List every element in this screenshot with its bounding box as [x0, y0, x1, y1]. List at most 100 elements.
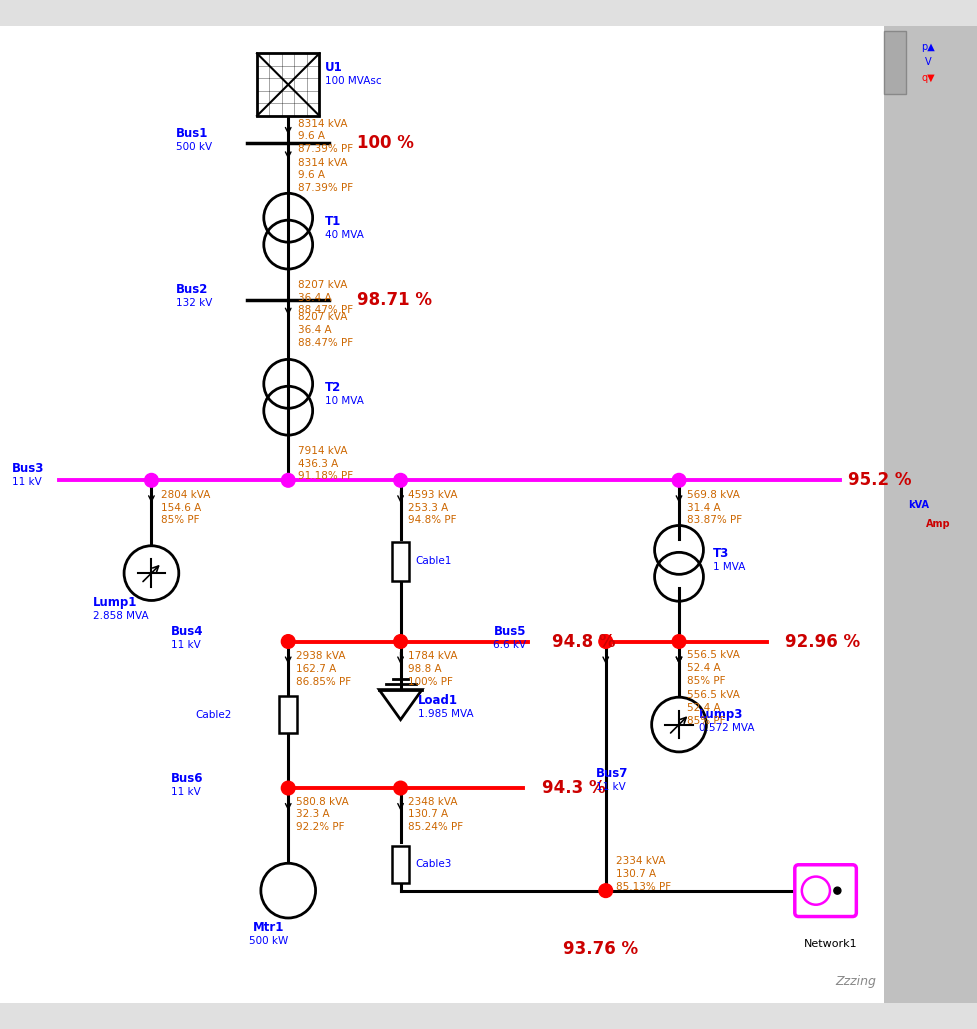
Text: 8207 kVA: 8207 kVA	[298, 312, 348, 322]
Bar	[279, 697, 297, 734]
Text: 2804 kVA: 2804 kVA	[161, 490, 211, 500]
Text: 11 kV: 11 kV	[171, 787, 200, 797]
Text: 2348 kVA: 2348 kVA	[408, 796, 458, 807]
Text: U1: U1	[325, 61, 343, 73]
Bar	[884, 31, 906, 95]
Bar	[392, 846, 409, 883]
Text: 94.8 %: 94.8 %	[552, 633, 616, 650]
Text: 100 MVAsc: 100 MVAsc	[325, 76, 382, 85]
Text: 2334 kVA: 2334 kVA	[616, 856, 665, 866]
Text: 556.5 kVA: 556.5 kVA	[687, 690, 740, 701]
Text: 130.7 A: 130.7 A	[616, 870, 656, 879]
Circle shape	[281, 473, 295, 487]
Circle shape	[652, 698, 706, 752]
Text: 87.39% PF: 87.39% PF	[298, 144, 353, 154]
Text: 1.985 MVA: 1.985 MVA	[418, 709, 474, 719]
Circle shape	[672, 473, 686, 487]
Text: 85% PF: 85% PF	[161, 516, 199, 526]
Text: Lump3: Lump3	[699, 708, 743, 721]
Circle shape	[834, 887, 841, 894]
Text: 500 kV: 500 kV	[176, 142, 212, 152]
Text: 4593 kVA: 4593 kVA	[408, 490, 458, 500]
Text: Cable2: Cable2	[195, 710, 232, 719]
Circle shape	[672, 635, 686, 648]
Bar	[884, 26, 977, 1003]
Circle shape	[599, 635, 613, 648]
Text: 436.3 A: 436.3 A	[298, 459, 338, 468]
Circle shape	[599, 884, 613, 897]
Text: 2.858 MVA: 2.858 MVA	[93, 611, 149, 622]
Text: 31.4 A: 31.4 A	[687, 502, 720, 512]
Text: Bus1: Bus1	[176, 127, 208, 140]
Text: 40 MVA: 40 MVA	[325, 230, 364, 240]
Text: T3: T3	[713, 547, 730, 560]
Text: 11 kV: 11 kV	[171, 640, 200, 650]
Text: 52.4 A: 52.4 A	[687, 663, 720, 673]
Text: 94.8% PF: 94.8% PF	[408, 516, 457, 526]
Text: Bus2: Bus2	[176, 283, 208, 296]
Text: 556.5 kVA: 556.5 kVA	[687, 650, 740, 661]
Text: 10 MVA: 10 MVA	[325, 396, 364, 406]
Text: 132 kV: 132 kV	[176, 298, 212, 309]
Text: 94.3 %: 94.3 %	[542, 779, 606, 797]
Text: Amp: Amp	[925, 520, 951, 529]
Text: Bus3: Bus3	[12, 462, 44, 475]
Text: 11 kV: 11 kV	[596, 782, 625, 792]
Text: V: V	[925, 58, 931, 67]
Text: 162.7 A: 162.7 A	[296, 664, 336, 674]
Circle shape	[802, 877, 830, 904]
Polygon shape	[379, 689, 422, 719]
Text: 100% PF: 100% PF	[408, 676, 453, 686]
Text: 130.7 A: 130.7 A	[408, 810, 448, 819]
Text: 1784 kVA: 1784 kVA	[408, 651, 458, 662]
Text: 9.6 A: 9.6 A	[298, 132, 325, 141]
Text: 92.96 %: 92.96 %	[785, 633, 860, 650]
Text: 8314 kVA: 8314 kVA	[298, 118, 348, 129]
Text: Bus5: Bus5	[493, 626, 526, 638]
Text: 7914 kVA: 7914 kVA	[298, 446, 348, 456]
Circle shape	[281, 781, 295, 794]
Text: Mtr1: Mtr1	[253, 921, 284, 934]
Text: Cable3: Cable3	[415, 859, 451, 870]
Text: 87.39% PF: 87.39% PF	[298, 183, 353, 193]
Circle shape	[261, 863, 316, 918]
Circle shape	[394, 635, 407, 648]
Text: Lump1: Lump1	[93, 596, 137, 609]
Text: Bus4: Bus4	[171, 626, 203, 638]
Text: 88.47% PF: 88.47% PF	[298, 306, 353, 315]
Text: 85.13% PF: 85.13% PF	[616, 882, 670, 892]
Text: 580.8 kVA: 580.8 kVA	[296, 796, 349, 807]
Text: 85.24% PF: 85.24% PF	[408, 822, 463, 832]
Circle shape	[145, 473, 158, 487]
Text: Load1: Load1	[418, 694, 458, 707]
Bar	[257, 54, 319, 116]
FancyBboxPatch shape	[795, 864, 856, 917]
Text: 2938 kVA: 2938 kVA	[296, 651, 346, 662]
Text: 95.2 %: 95.2 %	[848, 471, 912, 490]
Text: Bus6: Bus6	[171, 772, 203, 785]
Text: Bus7: Bus7	[596, 767, 628, 780]
Text: 85% PF: 85% PF	[687, 715, 725, 725]
Text: 32.3 A: 32.3 A	[296, 810, 329, 819]
Text: 1 MVA: 1 MVA	[713, 562, 745, 572]
Text: 500 kW: 500 kW	[249, 936, 288, 947]
Text: 98.8 A: 98.8 A	[408, 664, 442, 674]
Text: 100 %: 100 %	[357, 134, 413, 152]
Bar	[392, 542, 409, 581]
Circle shape	[394, 781, 407, 794]
Text: 85% PF: 85% PF	[687, 676, 725, 685]
Text: 9.6 A: 9.6 A	[298, 171, 325, 180]
Text: 6.6 kV: 6.6 kV	[493, 640, 527, 650]
Text: 8314 kVA: 8314 kVA	[298, 157, 348, 168]
Text: 88.47% PF: 88.47% PF	[298, 338, 353, 348]
Text: 36.4 A: 36.4 A	[298, 292, 331, 303]
Text: kVA: kVA	[908, 500, 929, 509]
Text: 8207 kVA: 8207 kVA	[298, 280, 348, 290]
Circle shape	[281, 635, 295, 648]
Text: q▼: q▼	[921, 73, 935, 82]
Text: 569.8 kVA: 569.8 kVA	[687, 490, 740, 500]
Text: T2: T2	[325, 381, 342, 394]
Circle shape	[394, 473, 407, 487]
Text: Zzzing: Zzzing	[835, 975, 876, 988]
Text: 93.76 %: 93.76 %	[564, 941, 638, 958]
